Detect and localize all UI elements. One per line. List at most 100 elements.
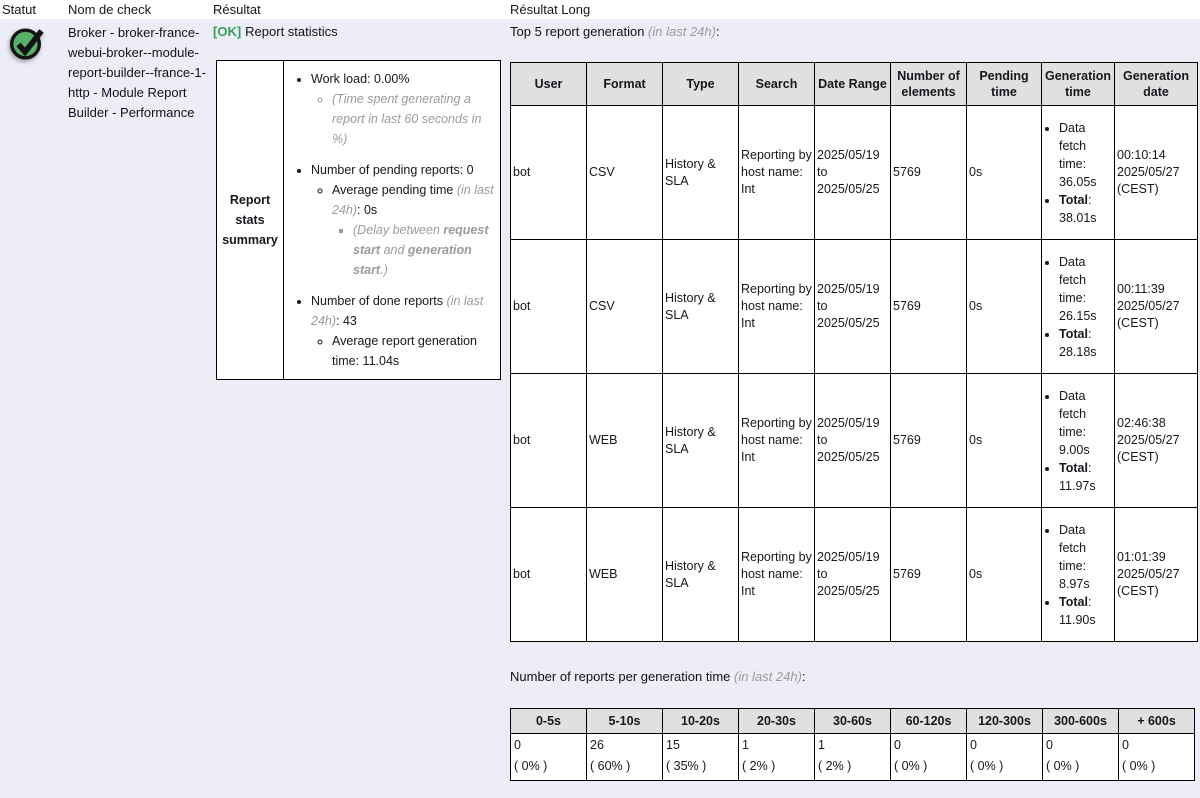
gen-cell: 0( 0% ): [1118, 733, 1195, 781]
col-0-5s: 0-5s: [510, 708, 587, 734]
stats-list: Work load: 0.00% (Time spent generating …: [284, 69, 496, 371]
cell-generation-date: 00:10:14 2025/05/27 (CEST): [1114, 105, 1198, 240]
col-30-60s: 30-60s: [814, 708, 891, 734]
cell-pending: 0s: [966, 239, 1042, 374]
gen-cell: 1( 2% ): [738, 733, 815, 781]
cell-search: Reporting by host name: Int: [738, 373, 815, 508]
col-600s-plus: + 600s: [1118, 708, 1195, 734]
cell-generation-date: 02:46:38 2025/05/27 (CEST): [1114, 373, 1198, 508]
cell-generation-time: Data fetch time: 36.05s Total: 38.01s: [1041, 105, 1115, 240]
gen-cell: 0( 0% ): [1042, 733, 1119, 781]
cell-generation-date: 01:01:39 2025/05/27 (CEST): [1114, 507, 1198, 642]
data-fetch-time: Data fetch time: 8.97s: [1059, 521, 1112, 593]
cell-user: bot: [510, 507, 587, 642]
generation-time-distribution-table: 0-5s 5-10s 10-20s 20-30s 30-60s 60-120s …: [510, 708, 1195, 781]
gen-table-values-row: 0( 0% ) 26( 60% ) 15( 35% ) 1( 2% ) 1( 2…: [510, 733, 1195, 781]
top5-report-table: User Format Type Search Date Range Numbe…: [510, 62, 1198, 642]
report-stats-summary-table: Report stats summary Work load: 0.00% (T…: [216, 60, 501, 380]
table-row: bot CSV History & SLA Reporting by host …: [510, 105, 1198, 240]
col-60-120s: 60-120s: [890, 708, 967, 734]
cell-format: CSV: [586, 105, 663, 240]
cell-pending: 0s: [966, 507, 1042, 642]
gen-table-header-row: 0-5s 5-10s 10-20s 20-30s 30-60s 60-120s …: [510, 708, 1195, 734]
data-fetch-time: Data fetch time: 26.15s: [1059, 253, 1112, 325]
cell-date-range: 2025/05/19 to 2025/05/25: [814, 507, 891, 642]
cell-elements: 5769: [890, 239, 967, 374]
cell-generation-date: 00:11:39 2025/05/27 (CEST): [1114, 239, 1198, 374]
cell-elements: 5769: [890, 373, 967, 508]
cell-generation-time: Data fetch time: 8.97s Total: 11.90s: [1041, 507, 1115, 642]
gen-cell: 0( 0% ): [966, 733, 1043, 781]
top5-header-row: User Format Type Search Date Range Numbe…: [510, 62, 1198, 106]
col-type: Type: [662, 62, 739, 106]
cell-search: Reporting by host name: Int: [738, 105, 815, 240]
col-number-of-elements: Number of elements: [890, 62, 967, 106]
column-header-statut: Statut: [2, 2, 36, 17]
col-pending-time: Pending time: [966, 62, 1042, 106]
cell-generation-time: Data fetch time: 9.00s Total: 11.97s: [1041, 373, 1115, 508]
col-120-300s: 120-300s: [966, 708, 1043, 734]
gen-cell: 1( 2% ): [814, 733, 891, 781]
stats-row-label: Report stats summary: [216, 60, 284, 380]
column-header-resultat-long: Résultat Long: [510, 2, 591, 17]
table-row: bot WEB History & SLA Reporting by host …: [510, 373, 1198, 508]
result-title: Report statistics: [245, 24, 338, 39]
cell-search: Reporting by host name: Int: [738, 239, 815, 374]
cell-type: History & SLA: [662, 373, 739, 508]
col-format: Format: [586, 62, 663, 106]
table-row: bot WEB History & SLA Reporting by host …: [510, 507, 1198, 642]
cell-type: History & SLA: [662, 239, 739, 374]
cell-pending: 0s: [966, 105, 1042, 240]
column-header-nom-de-check: Nom de check: [68, 2, 152, 17]
stat-done-reports: Number of done reports (in last 24h): 43…: [311, 291, 496, 371]
gen-cell: 15( 35% ): [662, 733, 739, 781]
gen-cell: 26( 60% ): [586, 733, 663, 781]
col-generation-time: Generation time: [1041, 62, 1115, 106]
stat-avg-pending: Average pending time (in last 24h): 0s (…: [332, 180, 496, 280]
col-20-30s: 20-30s: [738, 708, 815, 734]
status-ok-check-icon: [9, 28, 44, 60]
cell-format: WEB: [586, 373, 663, 508]
col-10-20s: 10-20s: [662, 708, 739, 734]
table-row: bot CSV History & SLA Reporting by host …: [510, 239, 1198, 374]
col-date-range: Date Range: [814, 62, 891, 106]
cell-user: bot: [510, 105, 587, 240]
data-fetch-time: Data fetch time: 9.00s: [1059, 387, 1112, 459]
total-time: Total: 38.01s: [1059, 191, 1112, 227]
cell-type: History & SLA: [662, 105, 739, 240]
col-300-600s: 300-600s: [1042, 708, 1119, 734]
cell-date-range: 2025/05/19 to 2025/05/25: [814, 105, 891, 240]
cell-date-range: 2025/05/19 to 2025/05/25: [814, 239, 891, 374]
stat-delay-note: (Delay between request start and generat…: [353, 220, 496, 280]
cell-pending: 0s: [966, 373, 1042, 508]
cell-elements: 5769: [890, 105, 967, 240]
stats-content-cell: Work load: 0.00% (Time spent generating …: [283, 60, 501, 380]
col-search: Search: [738, 62, 815, 106]
column-header-bar: Statut Nom de check Résultat Résultat Lo…: [0, 0, 1200, 19]
cell-type: History & SLA: [662, 507, 739, 642]
status-ok-tag: [OK]: [213, 24, 242, 39]
cell-user: bot: [510, 373, 587, 508]
total-time: Total: 11.97s: [1059, 459, 1112, 495]
total-time: Total: 11.90s: [1059, 593, 1112, 629]
gen-cell: 0( 0% ): [890, 733, 967, 781]
total-time: Total: 28.18s: [1059, 325, 1112, 361]
stat-work-load: Work load: 0.00% (Time spent generating …: [311, 69, 496, 149]
stat-pending-reports: Number of pending reports: 0 Average pen…: [311, 160, 496, 280]
column-header-resultat: Résultat: [213, 2, 261, 17]
cell-user: bot: [510, 239, 587, 374]
generation-time-section-title: Number of reports per generation time (i…: [510, 669, 806, 684]
col-generation-date: Generation date: [1114, 62, 1198, 106]
cell-elements: 5769: [890, 507, 967, 642]
data-fetch-time: Data fetch time: 36.05s: [1059, 119, 1112, 191]
cell-format: WEB: [586, 507, 663, 642]
stat-work-load-note: (Time spent generating a report in last …: [332, 89, 496, 149]
col-user: User: [510, 62, 587, 106]
cell-format: CSV: [586, 239, 663, 374]
cell-generation-time: Data fetch time: 26.15s Total: 28.18s: [1041, 239, 1115, 374]
stat-avg-generation-time: Average report generation time: 11.04s: [332, 331, 496, 371]
top5-section-title: Top 5 report generation (in last 24h):: [510, 24, 720, 39]
check-name: Broker - broker-france-webui-broker--mod…: [68, 25, 206, 120]
cell-date-range: 2025/05/19 to 2025/05/25: [814, 373, 891, 508]
